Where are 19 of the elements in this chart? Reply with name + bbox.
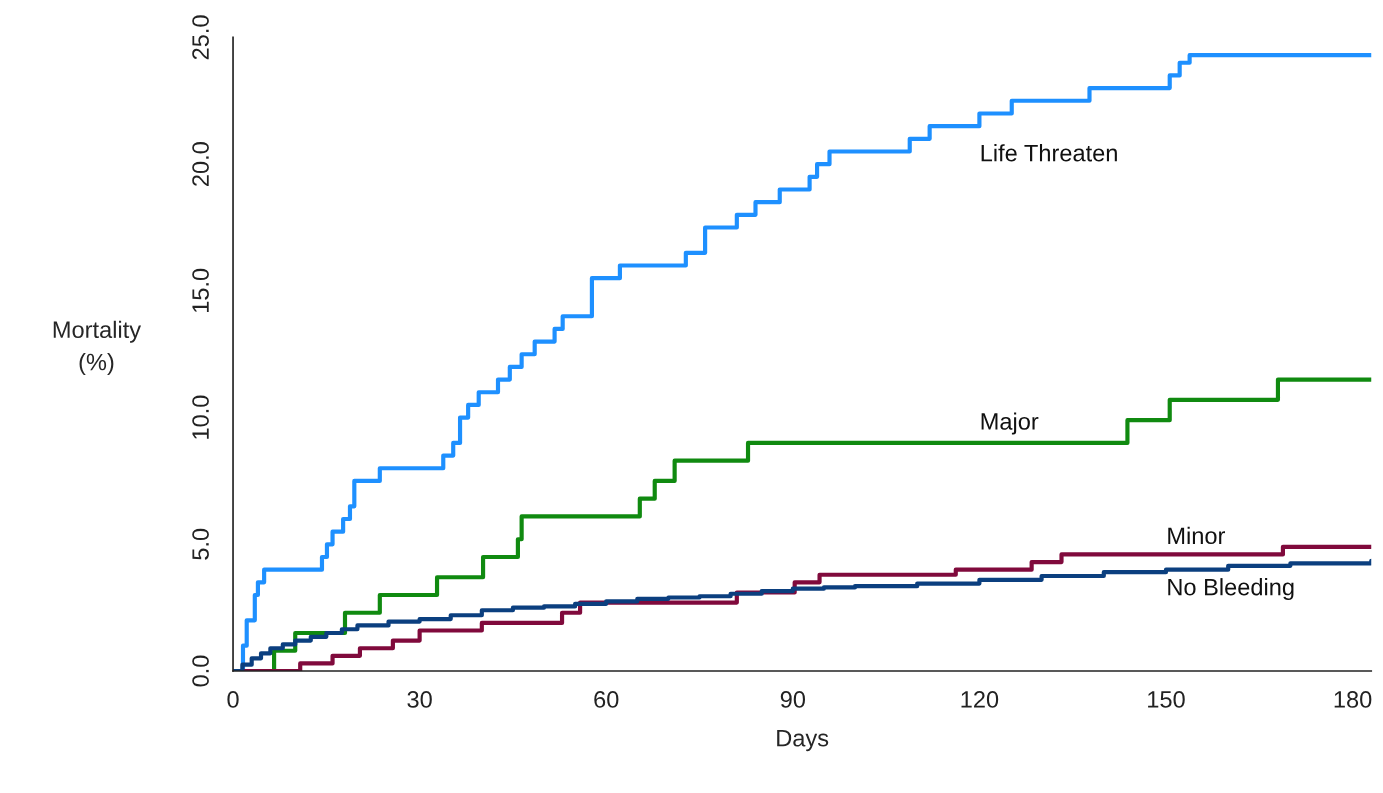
x-tick-label: 30 — [407, 691, 432, 708]
x-tick-label: 180 — [1334, 691, 1372, 708]
x-tick-label: 120 — [961, 691, 999, 708]
y-tick-label: 10.0 — [192, 395, 209, 439]
x-tick-label: 0 — [227, 691, 239, 708]
y-tick-label: 25.0 — [192, 15, 209, 60]
series-label: Major — [981, 412, 1039, 435]
x-axis-title: Days — [777, 730, 829, 752]
series-label: Life Threaten — [981, 144, 1117, 162]
x-tick-label: 150 — [1148, 691, 1185, 708]
y-tick-label: 15.0 — [192, 268, 209, 313]
y-tick-label: 20.0 — [192, 142, 209, 186]
x-tick-label: 90 — [780, 691, 806, 708]
y-axis-title: Mortality (%) — [53, 320, 142, 376]
x-tick-label: 60 — [594, 691, 619, 708]
series-label: Minor — [1168, 526, 1226, 545]
y-tick-label: 0.0 — [192, 655, 209, 687]
y-tick-label: 5.0 — [192, 528, 209, 560]
series-label: No Bleeding — [1168, 578, 1294, 601]
